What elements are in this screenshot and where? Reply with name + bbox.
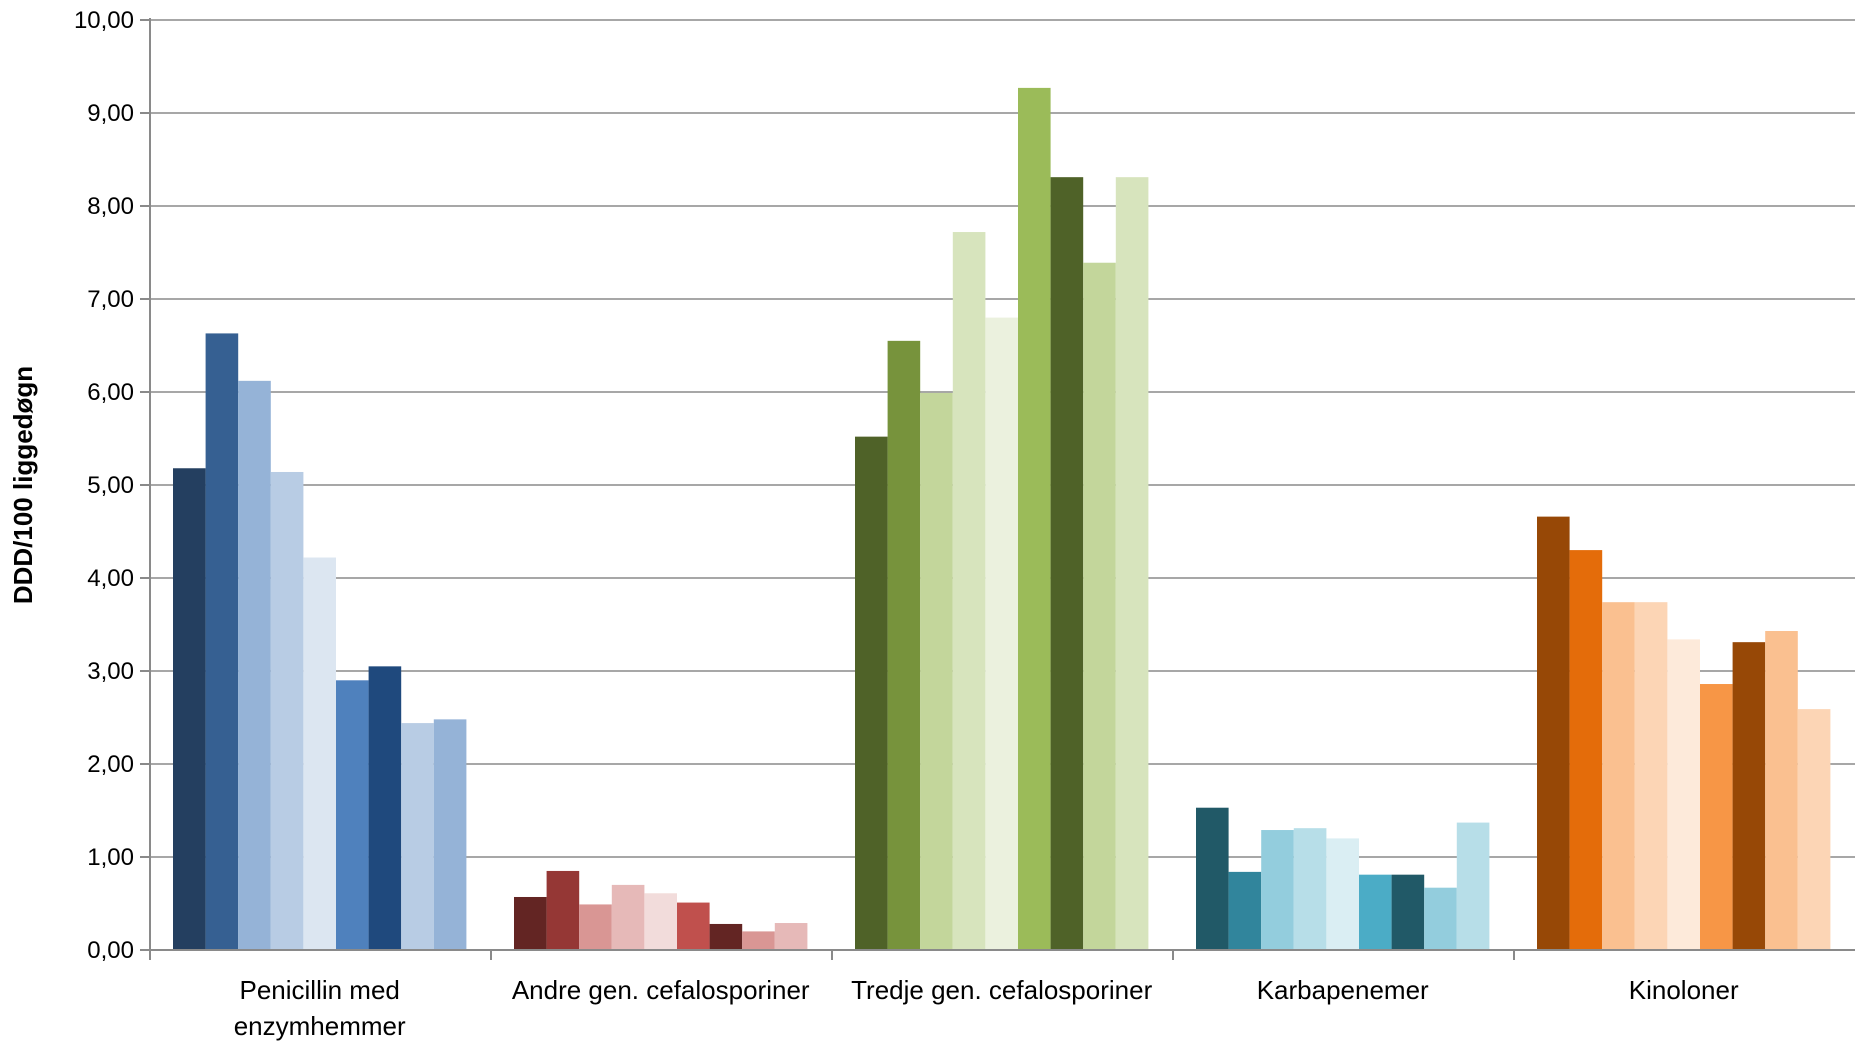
y-tick-label: 1,00 xyxy=(87,844,134,871)
bar xyxy=(1732,642,1766,950)
y-tick-label: 9,00 xyxy=(87,100,134,127)
bar xyxy=(855,436,888,950)
x-category-label: Tredje gen. cefalosporiner xyxy=(851,975,1152,1005)
axes xyxy=(140,18,1855,960)
bar xyxy=(1196,807,1229,950)
bar xyxy=(1293,828,1327,950)
bar xyxy=(1424,887,1457,950)
bar xyxy=(1391,874,1425,950)
bar xyxy=(677,902,710,950)
bar xyxy=(303,557,336,950)
bar xyxy=(644,893,677,950)
bar xyxy=(1797,709,1831,950)
x-category-label: Penicillin med xyxy=(239,975,399,1005)
bars xyxy=(173,87,1831,951)
bar xyxy=(401,723,434,950)
bar xyxy=(1228,871,1262,950)
bar xyxy=(433,719,467,950)
x-category-label: Kinoloner xyxy=(1629,975,1739,1005)
x-category-label: Andre gen. cefalosporiner xyxy=(512,975,810,1005)
bar xyxy=(514,896,547,950)
bar xyxy=(1115,177,1149,951)
y-tick-label: 7,00 xyxy=(87,286,134,313)
bar xyxy=(1326,838,1359,950)
bar xyxy=(985,317,1018,951)
y-tick-label: 8,00 xyxy=(87,193,134,220)
bar xyxy=(1018,87,1051,950)
bar xyxy=(173,468,206,950)
bar xyxy=(1700,684,1733,950)
bar xyxy=(1261,830,1294,950)
bar xyxy=(368,666,402,950)
y-tick-label: 6,00 xyxy=(87,379,134,406)
bar xyxy=(205,333,239,950)
bar xyxy=(1569,550,1603,950)
x-category-label: Karbapenemer xyxy=(1257,975,1429,1005)
bar xyxy=(709,923,743,950)
bar xyxy=(238,380,271,951)
bar xyxy=(1667,639,1700,950)
bar xyxy=(920,392,953,950)
bar xyxy=(546,870,580,950)
bar xyxy=(952,232,986,951)
bar xyxy=(742,931,775,950)
y-tick-label: 5,00 xyxy=(87,472,134,499)
bar xyxy=(887,340,921,951)
x-category-label: enzymhemmer xyxy=(234,1011,406,1041)
bar xyxy=(1634,602,1668,950)
bar xyxy=(1456,822,1490,950)
bar xyxy=(1765,631,1798,950)
bar xyxy=(611,884,645,950)
bar xyxy=(774,923,808,950)
y-tick-label: 3,00 xyxy=(87,658,134,685)
bar xyxy=(1537,516,1570,950)
labels: 0,00 1,00 2,00 3,00 4,00 5,00 6,00 7,00 8,00 9,00… xyxy=(74,7,1739,1041)
y-axis-title: DDD/100 liggedøgn xyxy=(8,366,38,604)
y-tick-label: 10,00 xyxy=(74,7,134,34)
bar xyxy=(1083,262,1116,951)
bar xyxy=(579,904,612,950)
bar xyxy=(1602,602,1635,950)
y-tick-label: 4,00 xyxy=(87,565,134,592)
y-tick-label: 2,00 xyxy=(87,751,134,778)
bar xyxy=(336,680,369,950)
bar xyxy=(1359,874,1392,950)
y-tick-label: 0,00 xyxy=(87,937,134,964)
bar xyxy=(270,471,304,950)
bar xyxy=(1050,177,1084,951)
